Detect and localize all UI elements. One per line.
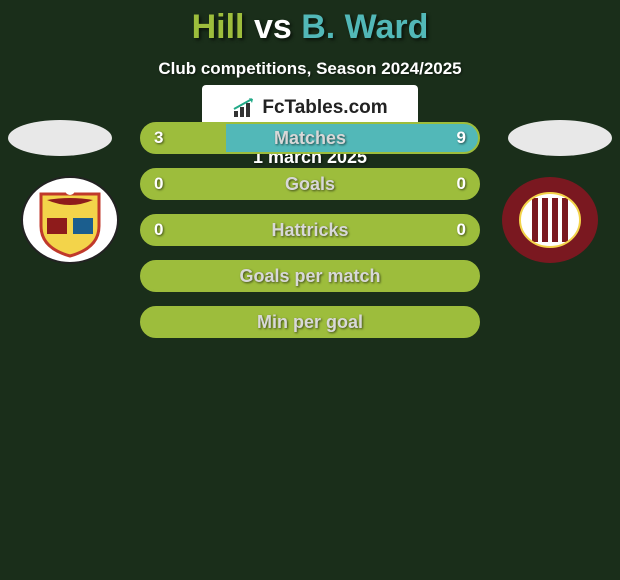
stat-label: Goals per match [239, 266, 380, 287]
stat-value-right: 0 [457, 220, 466, 240]
stat-label: Hattricks [271, 220, 348, 241]
stat-bar-hattricks: Hattricks 0 0 [140, 214, 480, 246]
player1-photo-placeholder [8, 120, 112, 156]
subtitle: Club competitions, Season 2024/2025 [0, 59, 620, 79]
stat-label: Min per goal [257, 312, 363, 333]
stat-label: Goals [285, 174, 335, 195]
stat-bars: Matches 3 9 Goals 0 0 Hattricks 0 0 Goals per mat… [140, 122, 480, 352]
stat-label: Matches [274, 128, 346, 149]
vs-text: vs [254, 8, 292, 46]
comparison-title: Hill vs B. Ward [0, 0, 620, 47]
player1-club-crest [21, 176, 119, 264]
fctables-text: FcTables.com [262, 97, 387, 119]
player2-name: B. Ward [301, 8, 428, 46]
stat-bar-min-per-goal: Min per goal [140, 306, 480, 338]
stat-bar-matches: Matches 3 9 [140, 122, 480, 154]
player2-club-crest [501, 176, 599, 264]
stat-bar-goals-per-match: Goals per match [140, 260, 480, 292]
stat-value-right: 0 [457, 174, 466, 194]
stat-value-left: 0 [154, 220, 163, 240]
stat-value-left: 0 [154, 174, 163, 194]
stat-bar-goals: Goals 0 0 [140, 168, 480, 200]
stat-value-left: 3 [154, 128, 163, 148]
player1-name: Hill [192, 8, 245, 46]
player2-photo-placeholder [508, 120, 612, 156]
stat-value-right: 9 [457, 128, 466, 148]
